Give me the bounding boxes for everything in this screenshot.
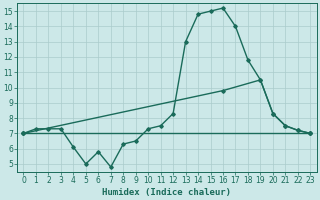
X-axis label: Humidex (Indice chaleur): Humidex (Indice chaleur) <box>102 188 231 197</box>
